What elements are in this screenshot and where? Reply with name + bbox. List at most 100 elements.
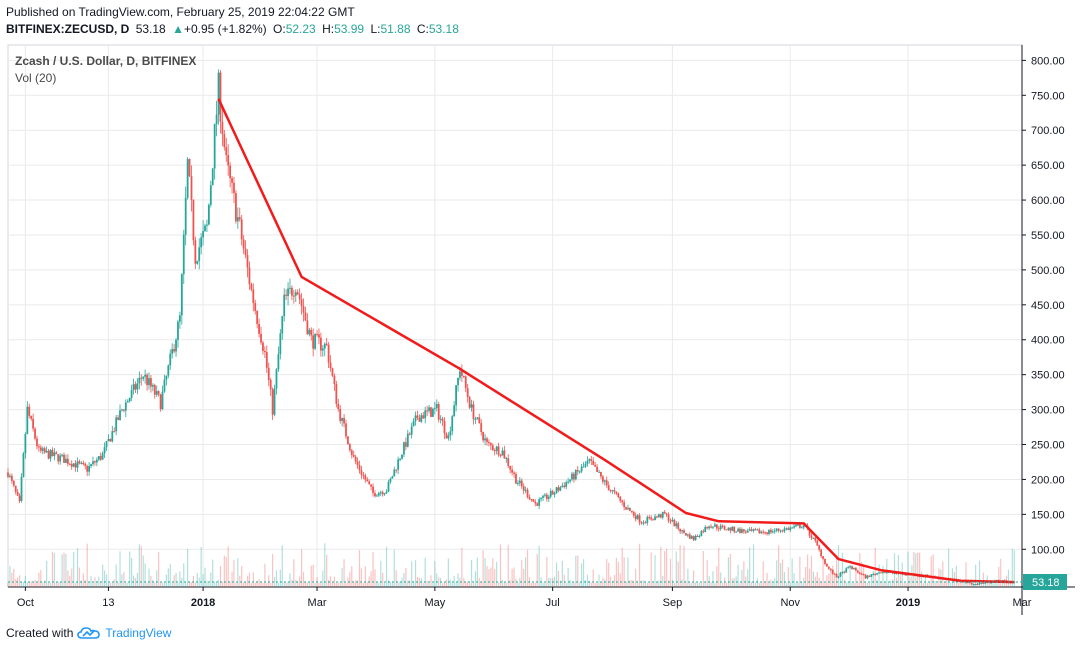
x-tick-label: Sep <box>663 597 683 609</box>
candle <box>51 450 54 456</box>
volume-bar <box>262 582 264 587</box>
volume-bar <box>926 582 928 587</box>
volume-bar <box>277 582 279 587</box>
volume-bar <box>372 552 374 587</box>
x-tick-label: 13 <box>102 597 114 609</box>
candle <box>758 529 761 534</box>
volume-bar <box>158 551 160 587</box>
candle <box>109 438 112 442</box>
trendline <box>217 98 1015 584</box>
volume-bar <box>331 582 334 587</box>
volume-bar <box>326 554 328 587</box>
candle <box>148 378 150 386</box>
volume-bar <box>604 579 606 587</box>
tradingview-link[interactable]: TradingView <box>105 626 172 640</box>
candle <box>698 535 701 537</box>
tradingview-cloud-icon <box>77 627 101 639</box>
candle <box>826 563 828 567</box>
candle <box>374 493 376 497</box>
candle <box>92 461 94 465</box>
candle <box>800 527 803 529</box>
candle <box>858 572 861 574</box>
price-chart[interactable]: 800.00 750.00 700.00 650.00 600.00 550.00 500.… <box>0 0 1080 620</box>
candle <box>285 294 288 296</box>
candle <box>710 526 712 528</box>
volume-bar <box>214 581 216 587</box>
volume-bar <box>482 550 484 587</box>
candle <box>219 72 222 122</box>
candle <box>391 476 394 479</box>
candle <box>28 406 31 416</box>
candle <box>115 417 118 432</box>
candle <box>474 418 477 420</box>
y-tick-label: 400.00 <box>1031 335 1065 347</box>
volume-bar <box>835 555 838 587</box>
candle <box>856 570 859 573</box>
volume-bar <box>159 582 162 587</box>
candle <box>68 463 71 465</box>
candle <box>433 407 436 409</box>
volume-bar <box>710 582 712 587</box>
candle <box>781 530 784 532</box>
volume-bar <box>517 582 519 587</box>
volume-bar <box>579 582 581 587</box>
volume-bar <box>123 572 125 587</box>
volume-bar <box>550 578 552 587</box>
candle <box>281 316 284 334</box>
candle <box>84 463 87 467</box>
candle <box>795 524 797 527</box>
volume-bar <box>129 551 131 587</box>
volume-bar <box>770 579 772 587</box>
candle <box>432 408 434 417</box>
candle <box>159 394 162 410</box>
volume-bar <box>227 546 229 587</box>
candle <box>113 431 116 433</box>
candle <box>399 458 401 460</box>
volume-bar <box>146 582 148 587</box>
candle <box>791 527 794 529</box>
volume-bar <box>117 582 119 587</box>
y-tick-label: 750.00 <box>1031 90 1065 102</box>
volume-bar <box>546 557 548 587</box>
candle <box>163 379 166 392</box>
candle <box>760 531 763 534</box>
candle <box>337 404 340 410</box>
candle <box>221 121 224 135</box>
volume-bar <box>318 582 320 587</box>
candle <box>596 466 598 472</box>
candle <box>368 481 371 485</box>
candle <box>107 438 110 442</box>
candle <box>499 454 502 456</box>
candle <box>306 320 309 335</box>
candle <box>246 255 249 268</box>
volume-bar <box>696 582 699 587</box>
volume-bar <box>749 547 751 587</box>
candle <box>88 466 91 472</box>
volume-bar <box>752 544 755 587</box>
candles <box>7 69 1016 586</box>
volume-bar <box>613 574 616 587</box>
volume-bar <box>984 582 986 587</box>
volume-bar <box>907 551 909 587</box>
volume-bar <box>131 558 133 587</box>
volume-bar <box>868 583 871 587</box>
volume-bar <box>94 577 96 587</box>
candle <box>370 484 373 487</box>
volume-bar <box>175 573 177 587</box>
footer: Created with TradingView <box>6 626 171 640</box>
candle <box>665 513 668 515</box>
volume-bar <box>687 568 689 587</box>
volume-bar <box>422 582 424 587</box>
candle <box>601 476 604 482</box>
candle <box>513 472 515 474</box>
candle <box>318 334 320 338</box>
volume-bar <box>84 579 86 587</box>
candle <box>150 378 152 387</box>
candle <box>188 159 191 177</box>
candle <box>657 514 660 517</box>
candle <box>271 389 274 415</box>
candle <box>590 459 593 461</box>
candle <box>621 500 624 503</box>
candle <box>685 533 687 536</box>
candle <box>547 496 550 499</box>
